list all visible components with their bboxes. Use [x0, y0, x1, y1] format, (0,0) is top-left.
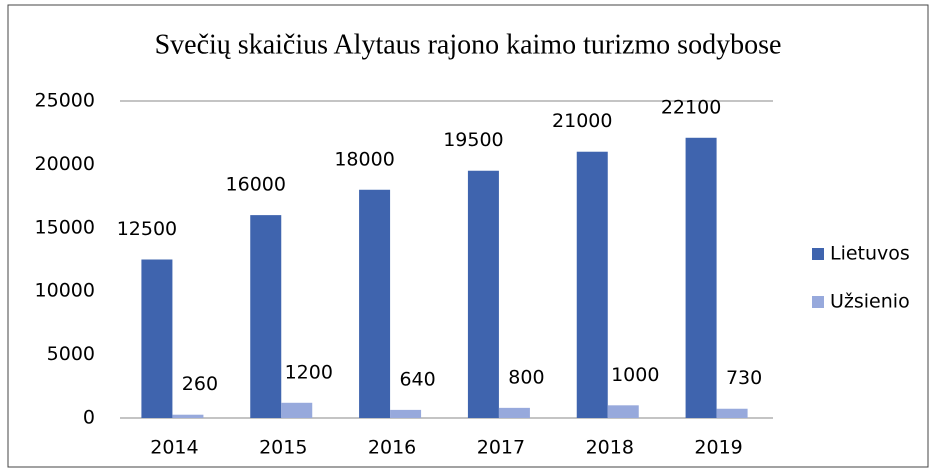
data-label: 730: [726, 367, 762, 389]
legend-swatch: [812, 248, 824, 260]
bar: [498, 407, 530, 418]
data-label: 18000: [334, 148, 394, 170]
bar: [576, 151, 608, 418]
data-label: 19500: [443, 129, 503, 151]
bar: [716, 408, 748, 418]
bar: [250, 215, 282, 418]
legend-label: Lietuvos: [830, 243, 910, 265]
data-label: 16000: [226, 174, 286, 196]
data-label: 1000: [611, 364, 659, 386]
bar: [607, 405, 639, 418]
data-label: 800: [508, 366, 544, 388]
data-label: 12500: [117, 218, 177, 240]
bar: [685, 137, 717, 418]
y-tick-label: 25000: [35, 90, 95, 112]
bar: [172, 414, 204, 418]
x-tick-label: 2019: [694, 437, 742, 459]
y-tick-label: 15000: [35, 216, 95, 238]
data-label: 260: [182, 373, 218, 395]
data-label: 1200: [285, 361, 333, 383]
legend-swatch: [812, 296, 824, 308]
data-label: 21000: [552, 110, 612, 132]
x-tick-label: 2017: [477, 437, 525, 459]
legend-label: Užsienio: [830, 291, 910, 313]
bar: [390, 409, 422, 418]
y-tick-label: 5000: [47, 343, 95, 365]
x-tick-label: 2018: [586, 437, 634, 459]
y-tick-label: 0: [83, 407, 95, 429]
bar: [359, 189, 391, 418]
x-tick-label: 2014: [150, 437, 198, 459]
x-tick-label: 2015: [259, 437, 307, 459]
chart-title: Svečių skaičius Alytaus rajono kaimo tur…: [155, 29, 782, 60]
data-label: 640: [399, 368, 435, 390]
bar: [141, 259, 173, 418]
bar: [281, 402, 313, 418]
y-tick-label: 10000: [35, 280, 95, 302]
x-tick-label: 2016: [368, 437, 416, 459]
bar: [467, 170, 499, 418]
data-label: 22100: [661, 96, 721, 118]
y-tick-label: 20000: [35, 153, 95, 175]
